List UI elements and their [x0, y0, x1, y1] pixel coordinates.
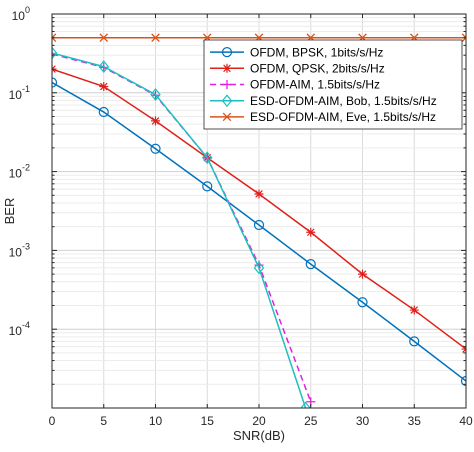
- y-tick-label: 10-1: [9, 84, 30, 102]
- y-tick-base: 10: [9, 245, 23, 259]
- data-point: [358, 269, 367, 279]
- series-line: [52, 52, 307, 408]
- y-tick-base: 10: [9, 324, 23, 338]
- series-layer: [52, 33, 466, 408]
- legend-entry: OFDM, QPSK, 2bits/s/Hz: [210, 62, 385, 76]
- data-point: [99, 82, 109, 92]
- data-point: [201, 151, 213, 165]
- y-tick-label: 10-2: [9, 163, 30, 181]
- series-1: [52, 77, 466, 387]
- x-tick-label: 35: [408, 414, 422, 428]
- y-tick-exponent: -1: [22, 84, 30, 94]
- data-point: [357, 297, 368, 308]
- data-point: [409, 336, 420, 347]
- data-point: [460, 375, 466, 387]
- x-tick-label: 0: [49, 414, 56, 428]
- series-5: [52, 33, 466, 43]
- y-tick-label: 10-4: [9, 320, 30, 338]
- data-point: [300, 401, 311, 408]
- legend: OFDM, BPSK, 1bits/s/Hz OFDM, QPSK, 2bits/…: [203, 39, 463, 130]
- x-tick-label: 40: [459, 414, 473, 428]
- data-point: [253, 219, 265, 231]
- y-tick-base: 10: [9, 167, 23, 181]
- x-tick-label: 20: [252, 414, 266, 428]
- x-tick-label: 10: [149, 414, 163, 428]
- data-point: [98, 60, 110, 74]
- y-tick-exponent: -3: [22, 241, 30, 251]
- x-tick-label: 30: [356, 414, 370, 428]
- legend-label: OFDM, QPSK, 2bits/s/Hz: [250, 62, 385, 76]
- legend-marker: [222, 112, 232, 122]
- data-point: [254, 189, 264, 199]
- legend-marker: [221, 46, 233, 58]
- legend-marker: [222, 80, 232, 89]
- x-tick-label: 5: [100, 414, 107, 428]
- data-point: [151, 116, 160, 126]
- y-tick-label: 100: [12, 5, 30, 23]
- data-point: [52, 77, 58, 88]
- x-axis-label: SNR(dB): [233, 428, 285, 443]
- series-4: [52, 46, 311, 408]
- y-tick-base: 10: [9, 88, 23, 102]
- legend-entry: ESD-OFDM-AIM, Bob, 1.5bits/s/Hz: [210, 94, 437, 108]
- data-point: [202, 181, 213, 192]
- legend-box: [203, 39, 463, 130]
- x-tick-label: 15: [201, 414, 215, 428]
- y-axis-label: BER: [2, 198, 17, 225]
- data-point: [52, 33, 57, 43]
- data-point: [306, 227, 316, 237]
- legend-label: OFDM, BPSK, 1bits/s/Hz: [250, 45, 383, 59]
- data-point: [98, 106, 109, 118]
- y-tick-exponent: 0: [25, 5, 30, 15]
- series-line: [52, 81, 466, 382]
- legend-entry: OFDM, BPSK, 1bits/s/Hz: [210, 45, 383, 59]
- legend-marker: [221, 94, 233, 108]
- y-tick-exponent: -4: [22, 320, 30, 330]
- data-point: [99, 33, 109, 43]
- data-point: [305, 259, 316, 270]
- legend-entry: ESD-OFDM-AIM, Eve, 1.5bits/s/Hz: [210, 110, 436, 124]
- legend-label: ESD-OFDM-AIM, Eve, 1.5bits/s/Hz: [250, 110, 436, 124]
- data-point: [52, 46, 58, 60]
- data-point: [409, 305, 419, 315]
- legend-marker: [222, 63, 232, 73]
- legend-label: ESD-OFDM-AIM, Bob, 1.5bits/s/Hz: [250, 94, 437, 108]
- y-tick-base: 10: [12, 9, 26, 23]
- data-point: [151, 33, 160, 43]
- legend-entry: OFDM-AIM, 1.5bits/s/Hz: [210, 78, 380, 92]
- legend-label: OFDM-AIM, 1.5bits/s/Hz: [250, 78, 380, 92]
- data-point: [461, 33, 466, 43]
- data-point: [150, 88, 161, 102]
- data-point: [150, 143, 161, 154]
- y-tick-exponent: -2: [22, 163, 30, 173]
- data-point: [253, 261, 265, 275]
- x-tick-label: 25: [304, 414, 318, 428]
- y-tick-label: 10-3: [9, 241, 30, 259]
